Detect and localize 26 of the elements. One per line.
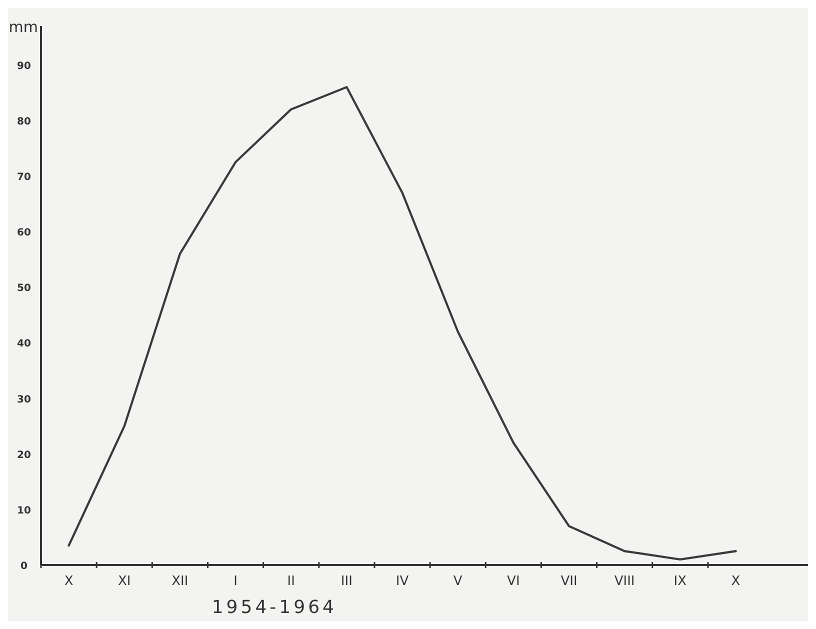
y-tick-label: 0 (20, 561, 28, 572)
y-tick-label: 10 (17, 505, 31, 516)
x-tick-label: VI (507, 574, 520, 589)
y-tick-label: 50 (17, 283, 31, 294)
x-tick-label: I (234, 574, 238, 589)
x-tick-label: IX (674, 574, 687, 589)
y-tick-label: 70 (17, 172, 31, 184)
x-axis-title: 1954-1964 (212, 597, 337, 618)
line-series (68, 86, 737, 561)
x-tick-label: III (340, 574, 352, 589)
y-tick-label: 20 (17, 450, 31, 461)
x-tick-label: XII (172, 574, 188, 589)
y-tick-label: 30 (17, 394, 31, 406)
y-tick-label: 80 (17, 116, 31, 128)
y-axis-title: mm (8, 18, 38, 36)
x-tick-label: XI (118, 574, 131, 589)
x-tick-label: X (731, 574, 740, 589)
y-tick-label: 40 (17, 338, 31, 350)
x-tick-label: V (453, 574, 462, 589)
x-tick-label: II (287, 574, 295, 589)
y-tick-label: 90 (17, 60, 31, 72)
y-tick-label: 60 (17, 228, 31, 239)
x-tick-label: IV (396, 574, 409, 589)
x-tick-label: VIII (614, 574, 635, 589)
x-tick-label: X (64, 574, 74, 589)
x-tick-label: VII (560, 574, 578, 589)
